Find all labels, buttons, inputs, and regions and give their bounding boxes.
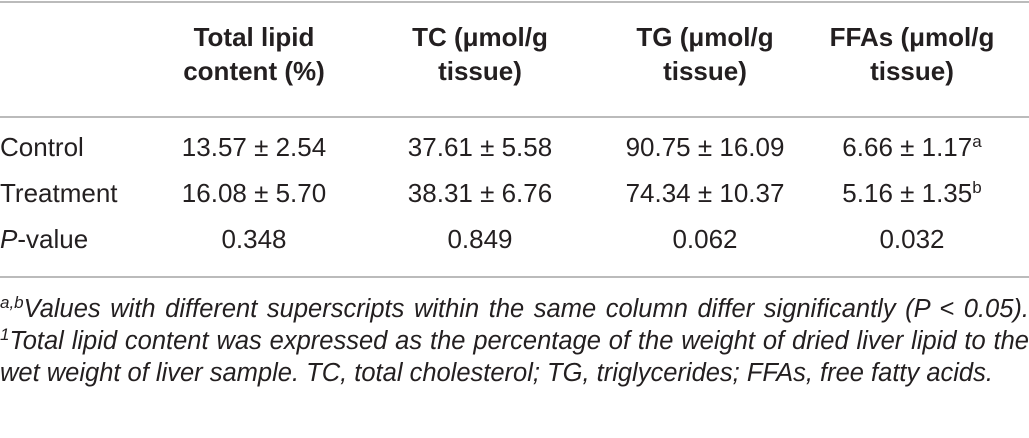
column-header: TC (μmol/g tissue) bbox=[370, 20, 590, 88]
row-label: Treatment bbox=[0, 178, 118, 208]
table-cell: 5.16 ± 1.35b bbox=[802, 178, 1022, 208]
cell-text: -value bbox=[17, 224, 89, 254]
cell-text: 0.348 bbox=[221, 224, 287, 254]
cell-text: 13.57 ± 2.54 bbox=[181, 132, 327, 162]
cell-text: Treatment bbox=[0, 178, 118, 208]
header-line: TC (μmol/g bbox=[412, 22, 548, 52]
superscript: b bbox=[972, 178, 982, 197]
header-line: content (%) bbox=[183, 56, 325, 86]
footnote-superscript: a,b bbox=[0, 293, 24, 312]
header-line: TG (μmol/g bbox=[636, 22, 774, 52]
top-rule bbox=[0, 1, 1029, 3]
footnote-superscript: 1 bbox=[0, 325, 10, 344]
cell-text: 5.16 ± 1.35 bbox=[842, 178, 973, 208]
header-line: Total lipid bbox=[193, 22, 315, 52]
header-line: tissue) bbox=[663, 56, 747, 86]
column-header: TG (μmol/g tissue) bbox=[595, 20, 815, 88]
table-cell: 0.032 bbox=[802, 224, 1022, 254]
table-cell: 38.31 ± 6.76 bbox=[370, 178, 590, 208]
cell-text: 16.08 ± 5.70 bbox=[181, 178, 327, 208]
header-line: FFAs (μmol/g bbox=[829, 22, 995, 52]
cell-text: 37.61 ± 5.58 bbox=[407, 132, 553, 162]
footnote-text: Total lipid content was expressed as the… bbox=[0, 327, 1029, 387]
cell-text: 6.66 ± 1.17 bbox=[842, 132, 973, 162]
cell-text: 0.062 bbox=[672, 224, 738, 254]
cell-text: 38.31 ± 6.76 bbox=[407, 178, 553, 208]
header-rule bbox=[0, 116, 1029, 118]
cell-text: 74.34 ± 10.37 bbox=[625, 178, 785, 208]
cell-text: 0.032 bbox=[879, 224, 945, 254]
footnote: a,bValues with different superscripts wi… bbox=[0, 293, 1029, 389]
table-cell: 16.08 ± 5.70 bbox=[144, 178, 364, 208]
row-label: P-value bbox=[0, 224, 88, 254]
table-cell: 90.75 ± 16.09 bbox=[595, 132, 815, 162]
table-cell: 6.66 ± 1.17a bbox=[802, 132, 1022, 162]
italic-text: P bbox=[0, 224, 18, 254]
table-cell: 0.062 bbox=[595, 224, 815, 254]
cell-text: 90.75 ± 16.09 bbox=[625, 132, 785, 162]
table-cell: 0.348 bbox=[144, 224, 364, 254]
footnote-text: Values with different superscripts withi… bbox=[23, 295, 1029, 323]
column-header: FFAs (μmol/g tissue) bbox=[802, 20, 1022, 88]
header-line: tissue) bbox=[438, 56, 522, 86]
row-label: Control bbox=[0, 132, 84, 162]
cell-text: Control bbox=[0, 132, 84, 162]
table-cell: 74.34 ± 10.37 bbox=[595, 178, 815, 208]
table-cell: 37.61 ± 5.58 bbox=[370, 132, 590, 162]
table-cell: 13.57 ± 2.54 bbox=[144, 132, 364, 162]
superscript: a bbox=[972, 132, 982, 151]
column-header: Total lipid content (%) bbox=[144, 20, 364, 88]
cell-text: 0.849 bbox=[447, 224, 513, 254]
bottom-rule bbox=[0, 276, 1029, 278]
table-cell: 0.849 bbox=[370, 224, 590, 254]
header-line: tissue) bbox=[870, 56, 954, 86]
